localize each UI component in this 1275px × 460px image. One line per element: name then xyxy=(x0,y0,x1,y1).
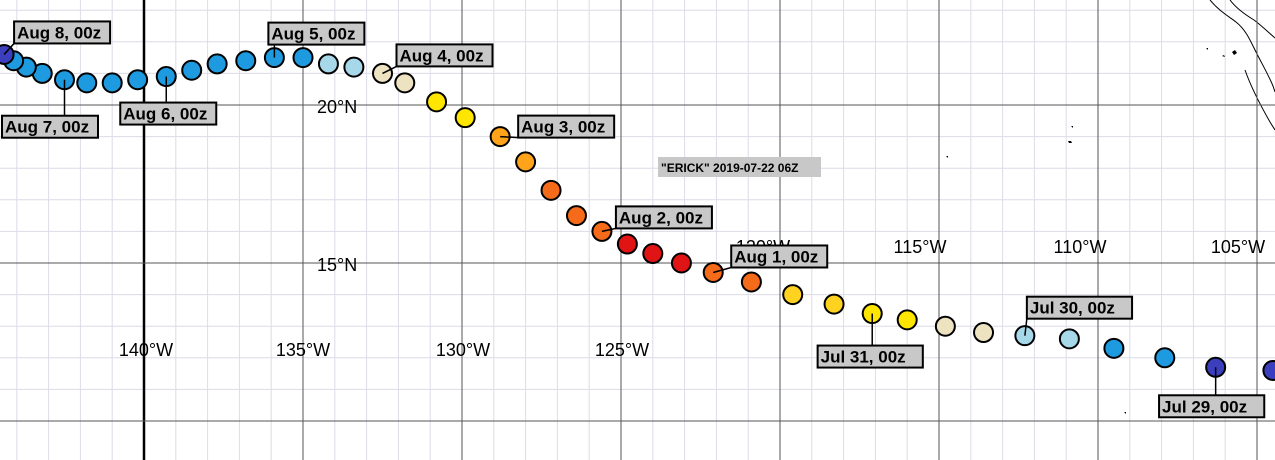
leader-line xyxy=(1024,318,1028,336)
lat-label-15n: 15°N xyxy=(317,255,357,275)
date-annotation: Aug 1, 00z xyxy=(713,244,829,274)
track-point xyxy=(235,50,257,72)
track-point xyxy=(973,322,995,344)
track-point xyxy=(1262,359,1275,381)
track-point xyxy=(76,72,98,94)
annotation-label: Aug 6, 00z xyxy=(123,105,207,124)
track-point xyxy=(565,205,587,227)
date-annotations: Jul 29, 00z Jul 30, 00z Jul 31, 00z Aug 1, … xyxy=(1,20,1266,419)
lon-label-110w: 110°W xyxy=(1054,237,1107,257)
track-point xyxy=(670,252,692,274)
annotation-box xyxy=(614,205,713,230)
track-point xyxy=(101,72,123,94)
track-point xyxy=(782,284,804,306)
lon-label-115w: 115°W xyxy=(894,237,947,257)
date-annotation: Aug 7, 00z xyxy=(1,79,99,139)
annotation-box xyxy=(1025,295,1134,320)
lon-label-125w: 125°W xyxy=(595,340,649,360)
coastline-mexico xyxy=(1209,0,1275,131)
annotation-box xyxy=(267,21,366,46)
track-point xyxy=(1154,347,1176,369)
track-point xyxy=(515,151,537,173)
track-point xyxy=(181,59,203,81)
track-point xyxy=(343,56,365,78)
track-points xyxy=(0,43,1275,381)
lon-label-130w: 130°W xyxy=(436,340,490,360)
track-point xyxy=(454,107,476,129)
date-annotation: Aug 5, 00z xyxy=(267,21,366,58)
annotation-label: Aug 1, 00z xyxy=(734,247,818,266)
annotation-box xyxy=(1,114,99,139)
lon-label-105w: 105°W xyxy=(1211,237,1265,257)
track-point xyxy=(642,243,664,265)
map-title: "ERICK" 2019-07-22 06Z xyxy=(658,157,821,177)
date-annotation: Jul 31, 00z xyxy=(816,313,924,369)
annotation-label: Aug 5, 00z xyxy=(271,25,355,44)
lon-label-140w: 140°W xyxy=(119,340,173,360)
annotation-box xyxy=(395,43,494,68)
track-point xyxy=(616,233,638,255)
date-annotation: Jul 29, 00z xyxy=(1158,367,1266,419)
leader-line xyxy=(601,227,617,233)
track-point xyxy=(0,43,15,65)
annotation-label: Aug 3, 00z xyxy=(521,118,605,137)
date-annotation: Aug 4, 00z xyxy=(382,43,494,75)
track-point xyxy=(317,53,339,75)
track-point xyxy=(426,91,448,113)
annotation-box xyxy=(13,20,112,45)
track-point xyxy=(1103,337,1125,359)
annotation-box xyxy=(517,114,616,139)
annotation-box xyxy=(119,101,218,126)
annotation-label: Aug 7, 00z xyxy=(5,118,89,137)
date-annotation: Aug 3, 00z xyxy=(500,114,616,139)
date-annotation: Jul 30, 00z xyxy=(1024,295,1134,336)
annotation-label: Jul 29, 00z xyxy=(1162,397,1247,416)
annotation-label: Jul 30, 00z xyxy=(1030,299,1115,318)
track-point xyxy=(896,309,918,331)
map-title-box xyxy=(658,157,821,177)
map-title-text: "ERICK" 2019-07-22 06Z xyxy=(661,161,798,175)
track-point xyxy=(292,47,314,69)
lon-label-135w: 135°W xyxy=(276,340,330,360)
track-point xyxy=(540,179,562,201)
leader-line xyxy=(500,135,519,139)
leader-line xyxy=(3,42,15,55)
annotation-label: Jul 31, 00z xyxy=(821,348,906,367)
track-point xyxy=(206,53,228,75)
track-point xyxy=(823,293,845,315)
lat-label-20n: 20°N xyxy=(317,97,357,117)
track-point xyxy=(740,271,762,293)
date-annotation: Aug 8, 00z xyxy=(3,20,112,55)
annotation-label: Aug 8, 00z xyxy=(17,23,101,42)
coastline xyxy=(946,0,1275,414)
annotation-box xyxy=(816,344,924,369)
track-point xyxy=(1058,328,1080,350)
axis-labels: 20°N 15°N 140°W 135°W 130°W 125°W 120°W … xyxy=(119,97,1265,360)
annotation-box xyxy=(730,244,829,269)
date-annotation: Aug 2, 00z xyxy=(601,205,713,233)
track-point xyxy=(127,69,149,91)
annotation-box xyxy=(1158,394,1266,419)
track-point xyxy=(394,72,416,94)
date-annotation: Aug 6, 00z xyxy=(119,76,218,126)
annotation-label: Aug 2, 00z xyxy=(619,208,703,227)
track-point xyxy=(934,315,956,337)
leader-line xyxy=(713,266,732,274)
leader-line xyxy=(382,65,397,75)
annotation-label: Aug 4, 00z xyxy=(400,46,484,65)
